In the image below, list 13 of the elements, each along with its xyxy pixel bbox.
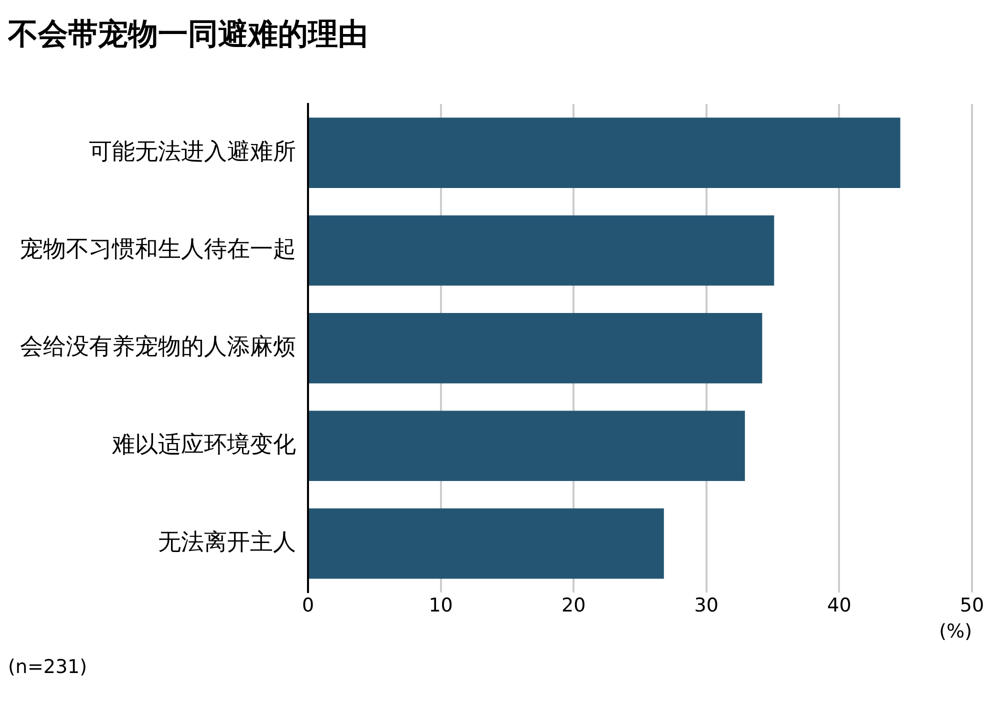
text: (n=231) [8, 656, 88, 678]
x-tick-label: 30 [694, 594, 718, 617]
x-tick-label: 50 [960, 594, 984, 617]
y-tick-label: 会给没有养宠物的人添麻烦 [20, 334, 296, 360]
x-tick-label: 0 [302, 594, 314, 617]
x-tick-label: 10 [428, 594, 453, 617]
x-tick-label: 40 [827, 594, 852, 617]
x-tick-label: 20 [562, 594, 586, 617]
y-tick-label: 难以适应环境变化 [111, 432, 296, 458]
y-tick-label: 无法离开主人 [158, 530, 296, 556]
x-axis-title: (%) [939, 620, 972, 643]
y-tick-label: 可能无法进入避难所 [89, 138, 296, 165]
y-tick-label: 宠物不习惯和生人待在一起 [20, 236, 296, 262]
